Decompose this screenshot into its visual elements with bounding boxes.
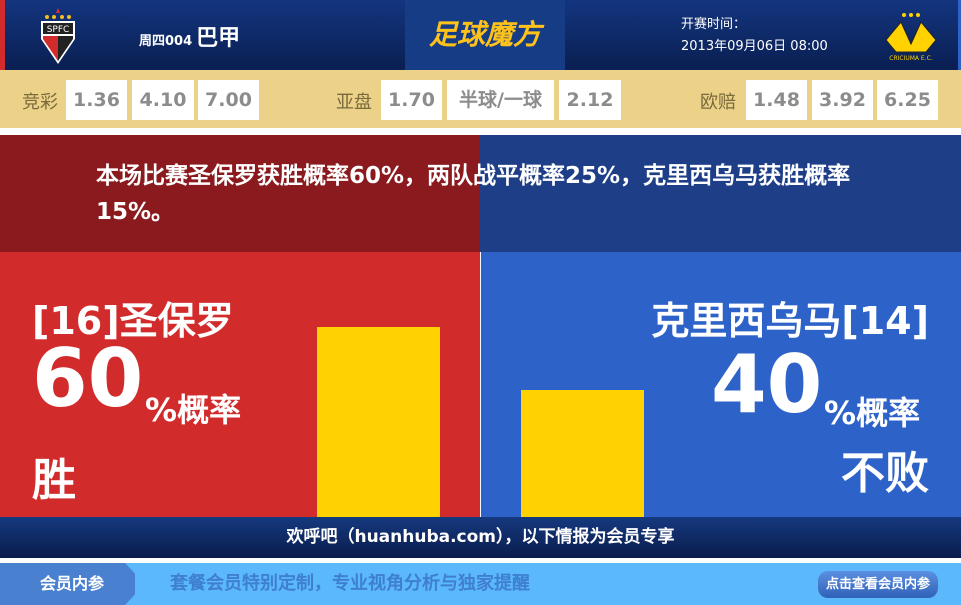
jc-odds-loss: 7.00 bbox=[198, 80, 259, 120]
home-percent-unit: %概率 bbox=[145, 391, 242, 429]
home-percent: 60 bbox=[32, 332, 144, 425]
summary-bg-away bbox=[480, 135, 961, 252]
home-result: 胜 bbox=[32, 455, 76, 506]
jc-odds-draw: 4.10 bbox=[132, 80, 194, 120]
member-description: 套餐会员特别定制，专业视角分析与独家提醒 bbox=[170, 573, 530, 594]
yp-odds-home: 1.70 bbox=[381, 80, 442, 120]
home-panel: [16]圣保罗 60 %概率 胜 bbox=[0, 252, 480, 517]
home-team-logo: SPFC bbox=[41, 8, 75, 64]
view-member-info-button[interactable]: 点击查看会员内参 bbox=[818, 571, 938, 598]
away-result: 不败 bbox=[841, 448, 929, 499]
kickoff-time: 开赛时间： 2013年09月06日 08:00 bbox=[681, 14, 828, 58]
match-info: 周四004 巴甲 bbox=[139, 20, 240, 52]
away-panel: 克里西乌马[14] 40 %概率 不败 bbox=[481, 252, 961, 517]
member-tab[interactable]: 会员内参 bbox=[0, 563, 135, 605]
op-odds-loss: 6.25 bbox=[877, 80, 938, 120]
jc-odds-win: 1.36 bbox=[66, 80, 127, 120]
yp-label: 亚盘 bbox=[336, 92, 372, 113]
odds-bar: 竞彩 1.36 4.10 7.00 亚盘 1.70 半球/一球 2.12 欧赔 … bbox=[0, 70, 961, 128]
match-header: SPFC 周四004 巴甲 足球魔方 开赛时间： 2013年09月06日 08:00… bbox=[0, 0, 961, 70]
summary-bg-home bbox=[0, 135, 480, 252]
home-team-name: [16]圣保罗 bbox=[32, 299, 234, 343]
jc-label: 竞彩 bbox=[22, 92, 58, 113]
kickoff-value: 2013年09月06日 08:00 bbox=[681, 39, 828, 54]
op-odds-win: 1.48 bbox=[746, 80, 807, 120]
away-percent: 40 bbox=[711, 338, 823, 431]
kickoff-label: 开赛时间： bbox=[681, 17, 747, 32]
league-name: 巴甲 bbox=[196, 26, 241, 51]
home-probability-bar bbox=[317, 327, 440, 517]
away-percent-unit: %概率 bbox=[824, 394, 921, 432]
away-probability-bar bbox=[521, 390, 644, 517]
op-label: 欧赔 bbox=[700, 92, 736, 113]
op-odds-draw: 3.92 bbox=[812, 80, 873, 120]
match-number: 周四004 bbox=[139, 34, 193, 49]
member-bar: 会员内参 套餐会员特别定制，专业视角分析与独家提醒 点击查看会员内参 bbox=[0, 563, 961, 605]
yp-odds-away: 2.12 bbox=[559, 80, 621, 120]
brand-logo: 足球魔方 bbox=[405, 0, 565, 70]
svg-text:CRICIUMA E.C.: CRICIUMA E.C. bbox=[889, 55, 933, 62]
prediction-summary: 本场比赛圣保罗获胜概率60%，两队战平概率25%，克里西乌马获胜概率15%。 bbox=[96, 163, 851, 225]
svg-text:SPFC: SPFC bbox=[47, 25, 70, 35]
site-banner: 欢呼吧（huanhuba.com），以下情报为会员专享 bbox=[0, 517, 961, 558]
yp-handicap: 半球/一球 bbox=[447, 80, 554, 120]
away-team-name: 克里西乌马[14] bbox=[651, 299, 929, 343]
away-team-logo: CRICIUMA E.C. bbox=[885, 13, 937, 62]
